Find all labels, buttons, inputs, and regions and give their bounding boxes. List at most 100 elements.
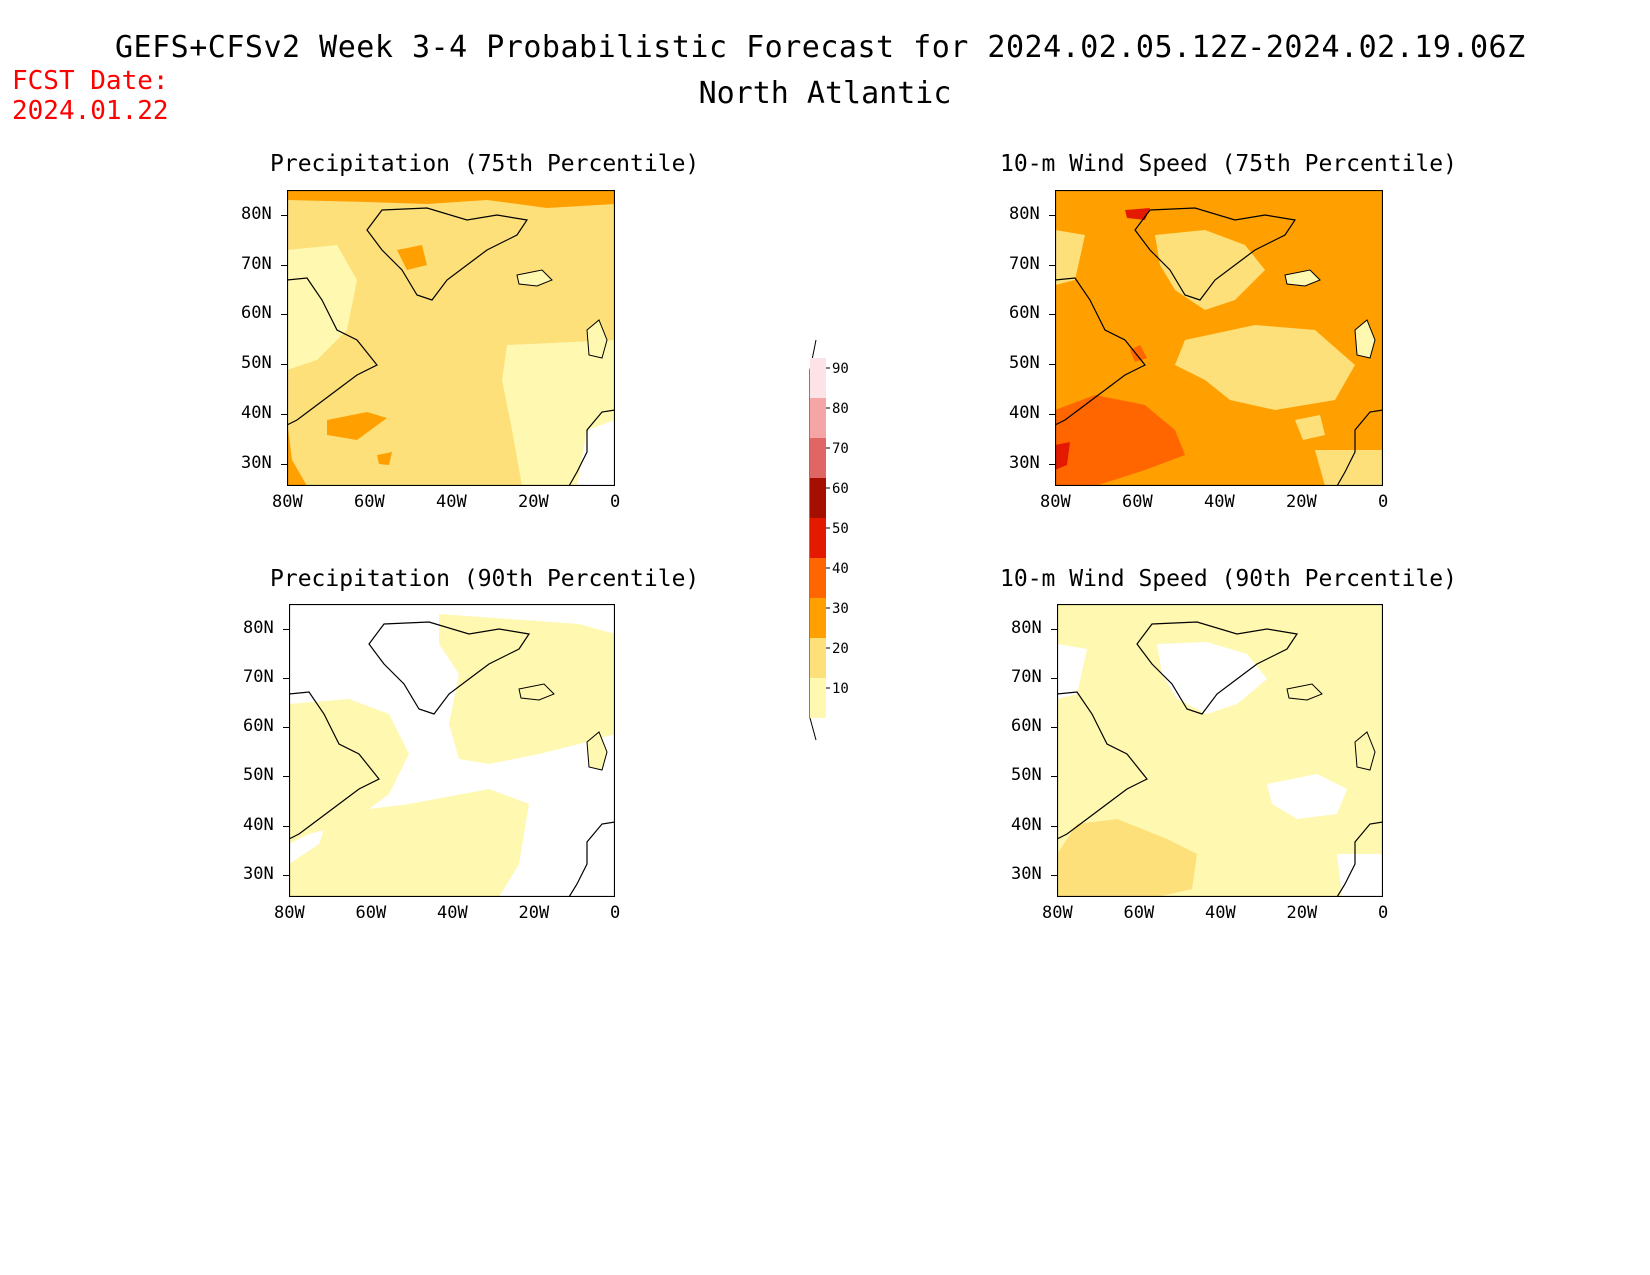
colorbar-swatch — [810, 678, 826, 718]
colorbar-label: 50 — [832, 521, 849, 537]
lat-tick — [283, 776, 289, 778]
fcst-date-label: FCST Date: — [12, 66, 169, 96]
lat-tick — [1051, 628, 1057, 630]
colorbar-label: 70 — [832, 441, 849, 457]
lon-label: 0 — [610, 492, 621, 512]
lon-label: 60W — [355, 903, 387, 923]
colorbar-swatch — [810, 598, 826, 638]
panel-title-precip-75: Precipitation (75th Percentile) — [270, 151, 700, 177]
lat-label: 80N — [241, 203, 272, 224]
lat-label: 50N — [1011, 765, 1042, 786]
lat-tick — [1049, 264, 1055, 266]
map-wind-90 — [1057, 604, 1383, 897]
lat-label: 80N — [1009, 203, 1040, 224]
colorbar-swatch — [810, 638, 826, 678]
lat-label: 70N — [241, 253, 272, 274]
lon-label: 40W — [1205, 903, 1236, 923]
lat-label: 30N — [243, 863, 274, 884]
colorbar-label: 80 — [832, 401, 849, 417]
lat-tick — [1049, 413, 1055, 415]
lat-tick — [1051, 677, 1057, 679]
lat-label: 50N — [1009, 353, 1040, 374]
lat-label: 40N — [243, 814, 274, 835]
lat-tick — [1049, 214, 1055, 216]
lon-label: 0 — [610, 903, 621, 923]
lon-label: 20W — [518, 492, 549, 512]
colorbar-swatch — [810, 398, 826, 438]
lon-label: 80W — [272, 492, 303, 512]
colorbar-swatch — [810, 358, 826, 398]
lat-label: 60N — [243, 716, 274, 737]
fcst-date-value: 2024.01.22 — [12, 96, 169, 126]
colorbar-swatch — [810, 558, 826, 598]
panel-title-wind-90: 10-m Wind Speed (90th Percentile) — [1000, 566, 1457, 592]
lat-tick — [283, 677, 289, 679]
lon-label: 80W — [1040, 492, 1071, 512]
lon-label: 0 — [1378, 492, 1389, 512]
lat-tick — [281, 364, 287, 366]
lon-label: 0 — [1378, 903, 1389, 923]
lat-label: 70N — [1011, 666, 1042, 687]
main-title: GEFS+CFSv2 Week 3-4 Probabilistic Foreca… — [115, 30, 1526, 65]
lon-label: 80W — [1042, 903, 1073, 923]
lat-tick — [1051, 874, 1057, 876]
colorbar-swatches: 90 80 70 60 50 40 30 20 10 — [809, 339, 849, 741]
lat-tick — [281, 214, 287, 216]
lon-label: 60W — [354, 492, 385, 512]
colorbar-label: 60 — [832, 481, 849, 497]
lat-label: 60N — [1011, 716, 1042, 737]
lat-label: 60N — [1009, 303, 1040, 324]
lon-label: 60W — [1122, 492, 1153, 512]
lon-label: 20W — [518, 903, 550, 923]
lon-label: 40W — [436, 492, 467, 512]
lat-label: 50N — [241, 353, 272, 374]
lat-label: 30N — [1011, 863, 1042, 884]
lat-label: 80N — [243, 617, 274, 638]
lat-tick — [281, 314, 287, 316]
lat-tick — [281, 463, 287, 465]
lon-label: 40W — [437, 903, 468, 923]
lat-tick — [281, 264, 287, 266]
map-precip-90 — [289, 604, 615, 897]
lat-tick — [281, 413, 287, 415]
colorbar-label: 30 — [832, 601, 849, 617]
lon-label: 80W — [274, 903, 305, 923]
colorbar-label: 20 — [832, 641, 849, 657]
colorbar-swatch — [810, 518, 826, 558]
fcst-date-block: FCST Date: 2024.01.22 — [12, 66, 169, 126]
region-subtitle: North Atlantic — [698, 76, 952, 111]
lon-label: 20W — [1286, 492, 1317, 512]
colorbar-swatch — [810, 478, 826, 518]
lat-label: 40N — [241, 402, 272, 423]
panel-title-precip-90: Precipitation (90th Percentile) — [270, 566, 700, 592]
lat-tick — [1051, 776, 1057, 778]
colorbar-label: 10 — [832, 681, 849, 697]
lat-label: 80N — [1011, 617, 1042, 638]
panel-title-wind-75: 10-m Wind Speed (75th Percentile) — [1000, 151, 1457, 177]
lat-tick — [283, 874, 289, 876]
lat-tick — [1051, 825, 1057, 827]
lon-label: 20W — [1286, 903, 1318, 923]
colorbar: 90 80 70 60 50 40 30 20 10 — [800, 330, 860, 754]
lat-tick — [1049, 314, 1055, 316]
lat-label: 40N — [1011, 814, 1042, 835]
map-precip-75 — [287, 190, 615, 486]
map-wind-75 — [1055, 190, 1383, 486]
lat-label: 70N — [1009, 253, 1040, 274]
lat-tick — [1049, 463, 1055, 465]
lon-label: 60W — [1123, 903, 1155, 923]
lat-label: 50N — [243, 765, 274, 786]
lat-tick — [283, 727, 289, 729]
lat-tick — [1049, 364, 1055, 366]
lat-label: 60N — [241, 303, 272, 324]
lat-label: 30N — [241, 452, 272, 473]
lat-label: 30N — [1009, 452, 1040, 473]
lat-label: 40N — [1009, 402, 1040, 423]
lat-tick — [1051, 727, 1057, 729]
lat-label: 70N — [243, 666, 274, 687]
lon-label: 40W — [1204, 492, 1235, 512]
lat-tick — [283, 825, 289, 827]
colorbar-swatch — [810, 438, 826, 478]
colorbar-label: 90 — [832, 361, 849, 377]
colorbar-label: 40 — [832, 561, 849, 577]
